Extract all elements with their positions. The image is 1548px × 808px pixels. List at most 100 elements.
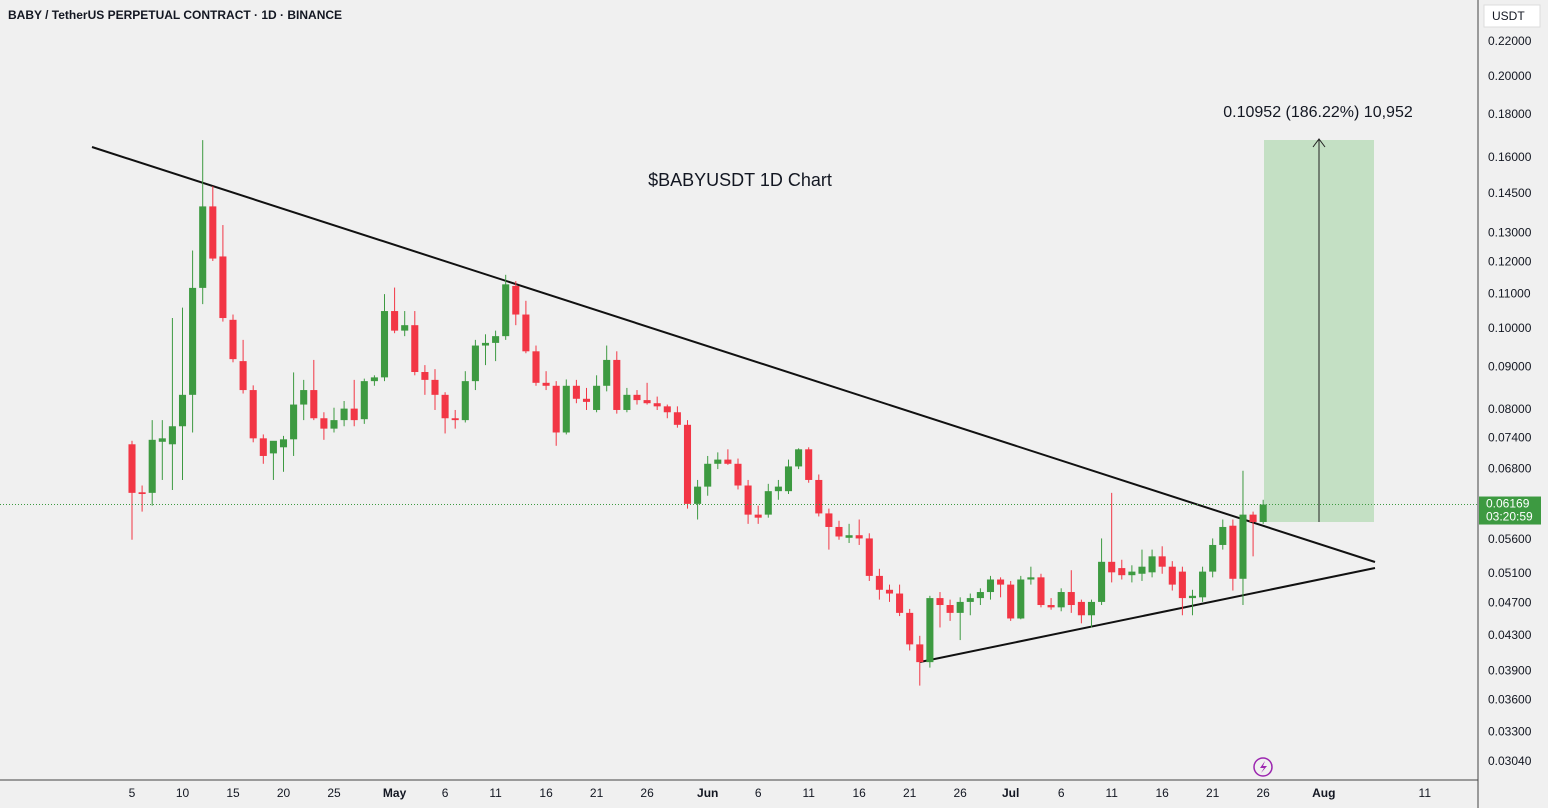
candle-body <box>875 575 883 590</box>
candle-body <box>300 390 308 405</box>
x-tick-label: Jul <box>1002 786 1019 800</box>
x-tick-label: May <box>383 786 407 800</box>
candle-body <box>643 400 651 404</box>
candle-body <box>1229 525 1237 579</box>
x-tick-label: 16 <box>1156 786 1170 800</box>
x-tick-label: 25 <box>327 786 341 800</box>
candle-body <box>552 385 560 433</box>
y-tick-label: 0.06800 <box>1488 461 1532 475</box>
candle-body <box>502 284 510 337</box>
candle-body <box>461 381 469 421</box>
x-tick-label: 21 <box>903 786 917 800</box>
candle-body <box>845 535 853 538</box>
x-tick-label: 21 <box>590 786 604 800</box>
x-tick-label: 26 <box>1256 786 1270 800</box>
candle-body <box>1188 595 1197 599</box>
candle-body <box>340 408 348 421</box>
candle-body <box>1249 514 1257 522</box>
candle-body <box>704 463 712 487</box>
candle-body <box>825 513 833 527</box>
y-tick-label: 0.09000 <box>1488 359 1532 373</box>
candle-body <box>774 486 782 492</box>
candle-body <box>1037 577 1045 606</box>
candle-body <box>805 449 813 480</box>
candle-body <box>673 412 681 425</box>
candle-body <box>189 287 197 395</box>
y-tick-label: 0.10000 <box>1488 321 1532 335</box>
candle-body <box>593 385 601 410</box>
candle-body <box>754 514 762 518</box>
candle-body <box>926 598 934 663</box>
countdown-label: 03:20:59 <box>1486 510 1533 524</box>
candle-body <box>1239 514 1247 579</box>
candle-body <box>623 394 631 410</box>
y-tick-label: 0.22000 <box>1488 34 1532 48</box>
measure-label: 0.10952 (186.22%) 10,952 <box>1223 104 1413 121</box>
candle-body <box>997 579 1005 585</box>
x-tick-label: 21 <box>1206 786 1220 800</box>
candle-body <box>492 336 500 343</box>
candle-body <box>229 319 237 360</box>
y-tick-label: 0.05100 <box>1488 566 1532 580</box>
candle-body <box>1007 584 1015 619</box>
candle-body <box>653 403 661 407</box>
candle-body <box>431 379 439 395</box>
candle-body <box>1087 601 1096 616</box>
candle-body <box>663 406 671 413</box>
event-icon-bolt <box>1260 761 1267 773</box>
annotation: $BABYUSDT 1D Chart <box>648 170 832 190</box>
x-tick-label: 6 <box>442 786 449 800</box>
candle-body <box>522 314 530 352</box>
y-tick-label: 0.03300 <box>1488 724 1532 738</box>
candle-body <box>269 440 277 454</box>
candle-body <box>290 404 298 440</box>
candle-body <box>168 426 176 445</box>
candle-body <box>896 593 904 613</box>
y-tick-label: 0.13000 <box>1488 226 1532 240</box>
x-tick-label: Jun <box>697 786 718 800</box>
candle-body <box>1047 605 1055 608</box>
candle-body <box>562 385 570 433</box>
y-tick-label: 0.14500 <box>1488 186 1532 200</box>
y-tick-label: 0.12000 <box>1488 255 1532 269</box>
candle-body <box>350 408 358 421</box>
candle-body <box>1158 556 1166 567</box>
candle-body <box>1077 601 1085 616</box>
currency-box[interactable] <box>1483 4 1541 28</box>
chart-title: BABY / TetherUS PERPETUAL CONTRACT · 1D … <box>8 8 342 22</box>
candle-body <box>1108 561 1116 573</box>
x-tick-label: 16 <box>539 786 553 800</box>
candle-body <box>1118 568 1126 576</box>
candle-body <box>148 439 156 493</box>
candle-body <box>744 485 752 515</box>
x-tick-label: 10 <box>176 786 190 800</box>
last-price-tag <box>1479 496 1541 525</box>
candle-body <box>451 418 459 421</box>
x-tick-label: 11 <box>489 786 502 800</box>
candle-body <box>1098 561 1106 602</box>
candle-body <box>1199 571 1207 598</box>
candle-body <box>158 438 166 442</box>
x-tick-label: 6 <box>1058 786 1065 800</box>
candle-body <box>835 526 843 537</box>
y-tick-label: 0.18000 <box>1488 107 1532 121</box>
candle-body <box>481 342 490 346</box>
last-price-label: 0.06169 <box>1486 497 1530 511</box>
candle-body <box>1219 526 1227 545</box>
candle-body <box>906 612 914 645</box>
x-tick-label: 11 <box>1419 786 1432 800</box>
candle-body <box>582 398 591 402</box>
candle-body <box>471 345 479 382</box>
candle-body <box>421 372 429 380</box>
candle-body <box>714 459 722 464</box>
event-icon[interactable] <box>1253 757 1273 777</box>
candle-body <box>380 311 389 378</box>
x-tick-label: 20 <box>277 786 291 800</box>
x-tick-label: 16 <box>853 786 867 800</box>
candle-body <box>946 605 954 613</box>
candle-body <box>1057 592 1065 608</box>
candle-body <box>613 359 621 410</box>
candle-body <box>310 390 318 419</box>
candle-body <box>734 463 742 486</box>
